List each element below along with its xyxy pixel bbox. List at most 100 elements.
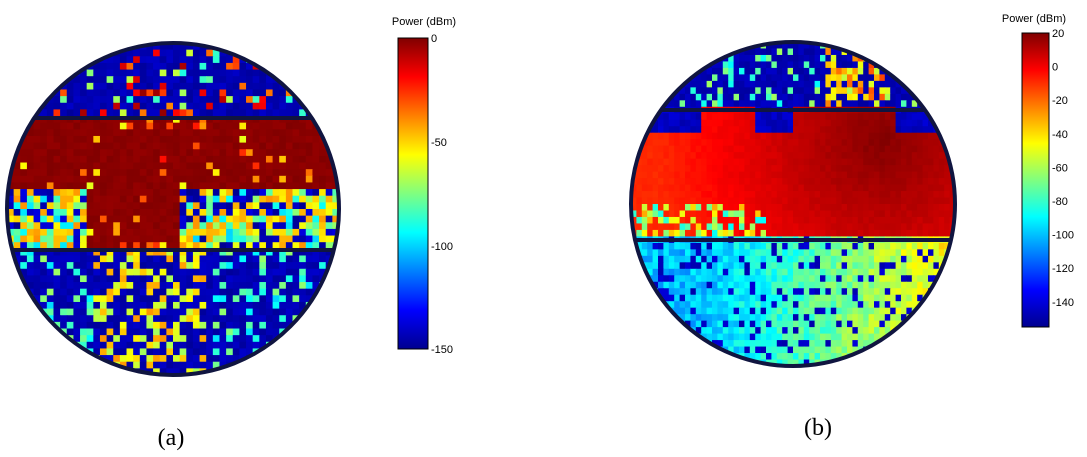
heatmap-cell <box>830 255 837 263</box>
heatmap-cell <box>890 87 897 95</box>
heatmap-cell <box>695 184 702 192</box>
heatmap-cell <box>928 223 934 231</box>
heatmap-cell <box>246 361 254 369</box>
heatmap-cell <box>179 282 187 290</box>
heatmap-cell <box>922 165 929 173</box>
heatmap-cell <box>139 175 148 184</box>
heatmap-cell <box>706 301 713 309</box>
heatmap-cell <box>938 87 945 95</box>
heatmap-cell <box>631 197 637 205</box>
heatmap-cell <box>312 49 320 57</box>
heatmap-cell <box>879 126 886 134</box>
heatmap-cell <box>186 355 194 363</box>
heatmap-cell <box>265 122 274 130</box>
heatmap-cell <box>647 301 654 309</box>
heatmap-cell <box>798 100 805 108</box>
heatmap-cell <box>755 204 762 212</box>
heatmap-cell <box>66 348 74 356</box>
heatmap-cell <box>668 152 675 160</box>
heatmap-cell <box>701 42 708 50</box>
heatmap-cell <box>7 82 15 91</box>
heatmap-cell <box>173 96 181 104</box>
heatmap-cell <box>944 158 951 166</box>
heatmap-cell <box>739 74 745 82</box>
heatmap-cell <box>911 61 918 69</box>
heatmap-cell <box>20 202 28 210</box>
heatmap-cell <box>814 262 821 270</box>
heatmap-cell <box>706 132 713 140</box>
heatmap-cell <box>641 255 648 263</box>
heatmap-cell <box>652 178 659 186</box>
heatmap-cell <box>259 49 267 57</box>
heatmap-cell <box>173 368 181 375</box>
heatmap-cell <box>890 54 897 63</box>
heatmap-cell <box>332 282 339 290</box>
heatmap-cell <box>279 315 287 323</box>
heatmap-cell <box>658 145 664 153</box>
heatmap-cell <box>133 315 141 323</box>
heatmap-cell <box>895 100 902 108</box>
heatmap-cell <box>252 142 260 150</box>
heatmap-cell <box>60 189 68 197</box>
heatmap-cell <box>728 197 735 205</box>
heatmap-cell <box>259 129 267 137</box>
heatmap-cell <box>712 229 718 237</box>
heatmap-cell <box>7 282 15 290</box>
heatmap-cell <box>106 222 114 230</box>
heatmap-cell <box>722 249 729 257</box>
heatmap-cell <box>685 54 691 63</box>
heatmap-cell <box>685 197 691 205</box>
heatmap-cell <box>153 202 161 210</box>
heatmap-cell <box>825 229 832 237</box>
heatmap-cell <box>879 191 886 199</box>
heatmap-cell <box>787 126 794 134</box>
heatmap-cell <box>771 80 778 88</box>
heatmap-cell <box>820 184 826 192</box>
heatmap-cell <box>133 348 141 356</box>
heatmap-cell <box>133 262 141 270</box>
heatmap-cell <box>868 80 875 88</box>
heatmap-cell <box>126 268 134 276</box>
heatmap-cell <box>159 135 167 144</box>
heatmap-cell <box>285 275 294 283</box>
heatmap-cell <box>312 275 320 283</box>
heatmap-cell <box>884 80 891 88</box>
heatmap-cell <box>868 191 875 199</box>
heatmap-cell <box>717 113 724 121</box>
heatmap-cell <box>830 288 837 296</box>
heatmap-cell <box>173 341 181 350</box>
heatmap-cell <box>701 288 708 296</box>
heatmap-cell <box>73 275 81 283</box>
heatmap-cell <box>206 295 214 303</box>
heatmap-cell <box>933 139 940 147</box>
heatmap-cell <box>239 235 247 243</box>
heatmap-cell <box>226 355 234 363</box>
heatmap-cell <box>119 268 128 276</box>
heatmap-cell <box>46 295 55 303</box>
heatmap-cell <box>809 191 816 199</box>
heatmap-cell <box>153 142 161 150</box>
heatmap-cell <box>312 308 320 316</box>
heatmap-cell <box>744 216 751 225</box>
heatmap-cell <box>226 321 234 330</box>
heatmap-cell <box>647 145 654 153</box>
heatmap-cell <box>305 242 314 250</box>
heatmap-cell <box>332 122 339 130</box>
heatmap-cell <box>26 62 35 71</box>
heatmap-cell <box>319 308 327 316</box>
heatmap-cell <box>285 122 294 130</box>
heatmap-cell <box>252 69 260 77</box>
heatmap-cell <box>106 195 114 203</box>
heatmap-cell <box>712 119 718 127</box>
heatmap-cell <box>928 249 934 257</box>
heatmap-cell <box>690 61 697 69</box>
heatmap-cell <box>159 209 167 217</box>
heatmap-cell <box>146 341 154 350</box>
heatmap-cell <box>695 132 702 140</box>
heatmap-cell <box>852 74 859 82</box>
heatmap-cell <box>40 202 48 210</box>
heatmap-cell <box>305 275 314 283</box>
heatmap-cell <box>647 48 654 56</box>
heatmap-cell <box>153 189 161 197</box>
heatmap-cell <box>206 328 214 336</box>
